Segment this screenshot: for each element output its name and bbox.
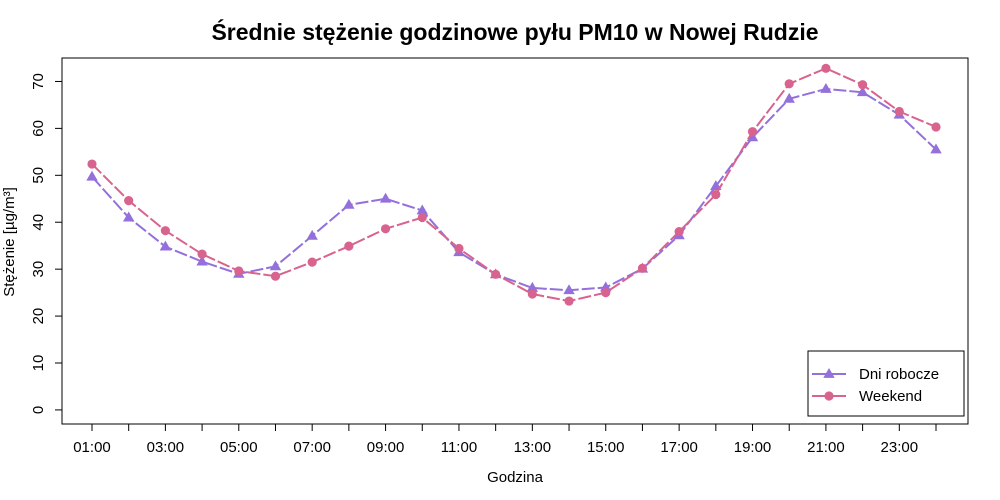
circle-point (491, 269, 501, 279)
series-2 (87, 63, 941, 306)
circle-point (454, 243, 464, 254)
y-tick-label: 20 (30, 308, 47, 325)
y-tick-label: 60 (30, 120, 47, 137)
x-tick-label: 11:00 (441, 439, 477, 456)
legend-box (807, 350, 965, 417)
triangle-point (600, 281, 612, 292)
series-layer (86, 63, 942, 306)
x-tick-label: 21:00 (807, 439, 845, 456)
circle-point (87, 159, 97, 169)
legend-marker (823, 368, 835, 378)
triangle-point (820, 82, 832, 93)
y-axis-label: Stężenie [µg/m³] (1, 187, 18, 297)
triangle-point (379, 192, 392, 203)
circle-point (307, 257, 317, 267)
triangle-point (526, 281, 539, 292)
x-axis: 01:00 03:00 05:00 07:00 09:00 11:00 13:00 15:00… (73, 423, 937, 456)
circle-point (234, 266, 244, 276)
y-axis: 0 10 20 30 40 50 60 70 (30, 73, 63, 414)
x-tick-label: 19:00 (734, 439, 772, 456)
circle-point (564, 296, 574, 306)
x-tick-label: 23:00 (881, 439, 919, 456)
x-tick-label: 05:00 (220, 439, 258, 456)
triangle-point (783, 92, 795, 103)
triangle-point (269, 260, 282, 271)
triangle-point (159, 240, 172, 251)
circle-point (931, 122, 941, 132)
circle-point (894, 106, 904, 117)
circle-point (124, 196, 134, 206)
x-tick-label: 01:00 (73, 439, 111, 456)
x-tick-label: 09:00 (367, 439, 405, 456)
triangle-point (930, 143, 942, 154)
y-tick-label: 30 (30, 261, 47, 278)
circle-point (601, 288, 611, 298)
legend: Dni robocze Weekend (807, 350, 965, 417)
y-tick-label: 70 (30, 73, 47, 90)
circle-point (637, 263, 648, 273)
triangle-point (856, 86, 869, 97)
y-tick-label: 50 (30, 167, 47, 184)
series-1 (86, 82, 942, 295)
x-axis-label: Godzina (487, 469, 544, 486)
x-tick-label: 15:00 (587, 439, 625, 456)
circle-point (821, 63, 831, 73)
circle-point (160, 226, 170, 236)
y-tick-label: 40 (30, 214, 47, 231)
legend-marker (824, 391, 834, 401)
circle-point (747, 127, 758, 137)
circle-point (858, 80, 868, 90)
y-tick-label: 0 (30, 406, 47, 414)
y-tick-label: 10 (30, 355, 47, 372)
triangle-point (563, 284, 575, 295)
triangle-point (86, 170, 98, 181)
triangle-point (196, 255, 208, 266)
chart-title: Średnie stężenie godzinowe pyłu PM10 w N… (211, 18, 818, 45)
x-tick-label: 13:00 (514, 439, 552, 456)
circle-point (784, 79, 794, 89)
triangle-point (416, 204, 428, 215)
triangle-point (710, 180, 722, 190)
circle-point (417, 212, 427, 223)
circle-point (344, 241, 354, 251)
triangle-point (122, 211, 135, 222)
triangle-point (306, 229, 318, 240)
triangle-point (343, 198, 355, 209)
series-line (91, 67, 937, 303)
series-line (91, 87, 937, 292)
circle-point (527, 289, 537, 299)
x-tick-label: 03:00 (147, 439, 185, 456)
circle-point (711, 189, 721, 200)
circle-point (674, 227, 684, 237)
circle-point (197, 249, 207, 259)
x-tick-label: 07:00 (293, 439, 331, 456)
circle-point (380, 224, 391, 234)
circle-point (270, 271, 281, 281)
legend-label: Dni robocze (859, 366, 939, 383)
x-tick-label: 17:00 (660, 439, 698, 456)
legend-label: Weekend (859, 388, 922, 405)
